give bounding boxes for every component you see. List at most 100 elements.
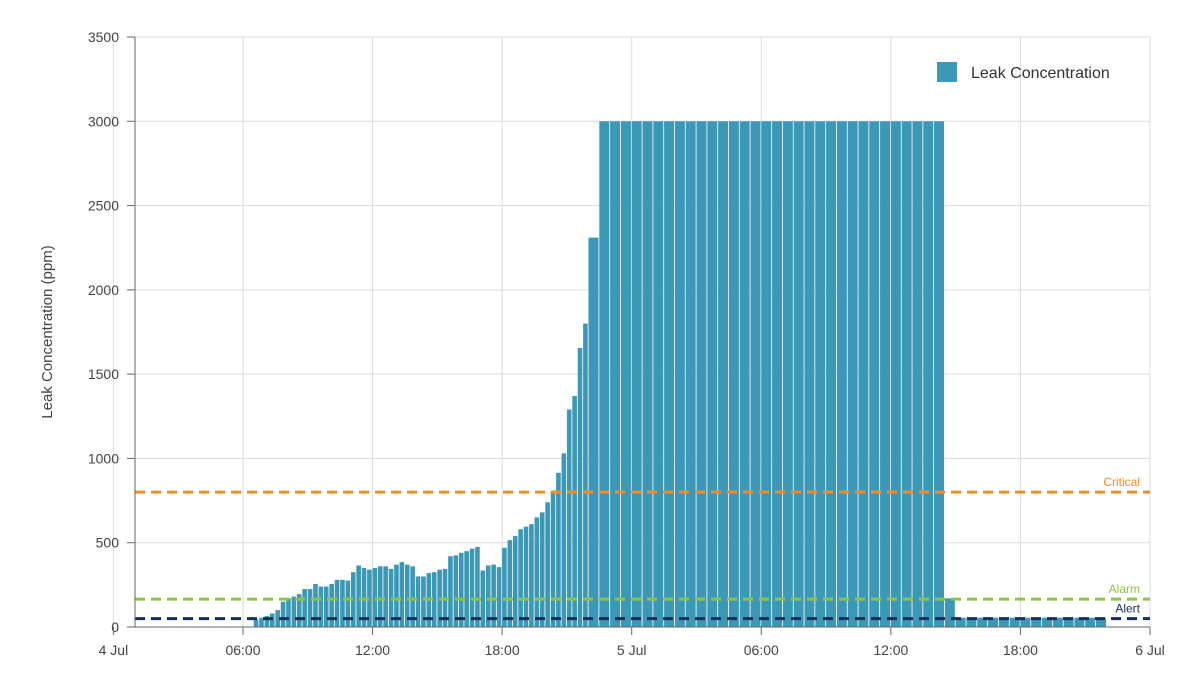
x-tick-label: 6 Jul <box>1135 642 1165 658</box>
bar <box>383 566 388 627</box>
bar <box>966 617 977 627</box>
bar <box>1042 617 1053 627</box>
bar <box>880 121 891 628</box>
y-tick-label: 1500 <box>88 366 119 382</box>
bar <box>534 517 540 627</box>
bar <box>1074 617 1085 627</box>
bar <box>620 121 631 628</box>
bar <box>761 121 772 628</box>
bar <box>410 566 415 627</box>
bar <box>1096 617 1107 627</box>
bar <box>1020 617 1031 627</box>
y-tick-label: 3000 <box>88 113 119 129</box>
bar <box>707 121 718 628</box>
y-tick-label: 1000 <box>88 450 119 466</box>
bar <box>934 121 945 628</box>
bar <box>453 555 459 627</box>
bar <box>399 562 405 627</box>
bar <box>583 323 588 627</box>
bar <box>377 566 383 627</box>
bar <box>588 237 599 627</box>
threshold-label-critical: Critical <box>1103 475 1140 489</box>
bar <box>901 121 912 628</box>
bar <box>496 567 502 627</box>
bar <box>577 348 583 627</box>
bar <box>313 584 318 627</box>
bar <box>561 453 567 627</box>
x-tick-label: 06:00 <box>744 642 779 658</box>
bar <box>610 121 621 628</box>
bar <box>566 409 572 627</box>
x-tick-label: 18:00 <box>485 642 520 658</box>
bar <box>674 121 685 628</box>
bar <box>642 121 653 628</box>
x-tick-label: 5 Jul <box>617 642 647 658</box>
x-tick-label: 12:00 <box>873 642 908 658</box>
bar <box>458 552 464 627</box>
bar <box>988 617 999 627</box>
bar <box>718 121 729 628</box>
bar <box>826 121 837 628</box>
y-tick-label: 2000 <box>88 282 119 298</box>
bar <box>485 565 491 627</box>
bar <box>507 540 513 627</box>
bar <box>264 616 270 627</box>
bar <box>998 617 1009 627</box>
bar <box>350 572 356 627</box>
bar <box>1052 617 1063 627</box>
bar <box>502 547 507 627</box>
bar <box>421 576 426 627</box>
bar <box>739 121 750 628</box>
bar <box>664 121 675 628</box>
bar <box>334 579 340 627</box>
bar <box>539 512 545 627</box>
bar <box>296 594 302 627</box>
bar <box>955 617 966 627</box>
bar <box>448 556 453 627</box>
axes: 0 500 1000 1500 2000 2500 3000 3500 4 Jul 06:00 12… <box>88 29 1165 658</box>
y-tick-label: 0 <box>111 619 119 635</box>
bar <box>518 529 523 627</box>
bar <box>491 564 496 627</box>
bar <box>847 121 858 628</box>
bar <box>523 526 529 627</box>
y-tick-label: 500 <box>96 535 120 551</box>
bar <box>512 535 518 627</box>
legend: Leak Concentration <box>937 62 1110 82</box>
bar <box>977 617 988 627</box>
bar <box>404 564 410 627</box>
bar <box>869 121 880 628</box>
bar <box>529 524 534 627</box>
bar <box>912 121 923 628</box>
bar <box>572 396 577 627</box>
bar <box>782 121 793 628</box>
x-tick-label: 18:00 <box>1003 642 1038 658</box>
legend-label: Leak Concentration <box>971 65 1110 82</box>
bar <box>772 121 783 628</box>
bar <box>275 610 280 627</box>
bar <box>923 121 934 628</box>
bar <box>280 601 286 627</box>
bar <box>394 564 399 627</box>
bar <box>318 586 324 627</box>
bar <box>545 502 550 627</box>
bar <box>793 121 804 628</box>
bar <box>804 121 815 628</box>
bar <box>696 121 707 628</box>
bar <box>550 490 556 627</box>
bar <box>750 121 761 628</box>
bar <box>253 619 259 627</box>
bar <box>307 589 313 627</box>
grid-lines <box>112 36 1151 627</box>
bar <box>685 121 696 628</box>
bar <box>431 572 437 627</box>
bar-series <box>253 121 1107 628</box>
bar <box>836 121 847 628</box>
bar <box>340 579 345 627</box>
bar <box>599 121 610 628</box>
bar <box>286 598 291 627</box>
y-tick-label: 2500 <box>88 198 119 214</box>
legend-swatch <box>937 62 957 82</box>
bar <box>367 569 372 627</box>
